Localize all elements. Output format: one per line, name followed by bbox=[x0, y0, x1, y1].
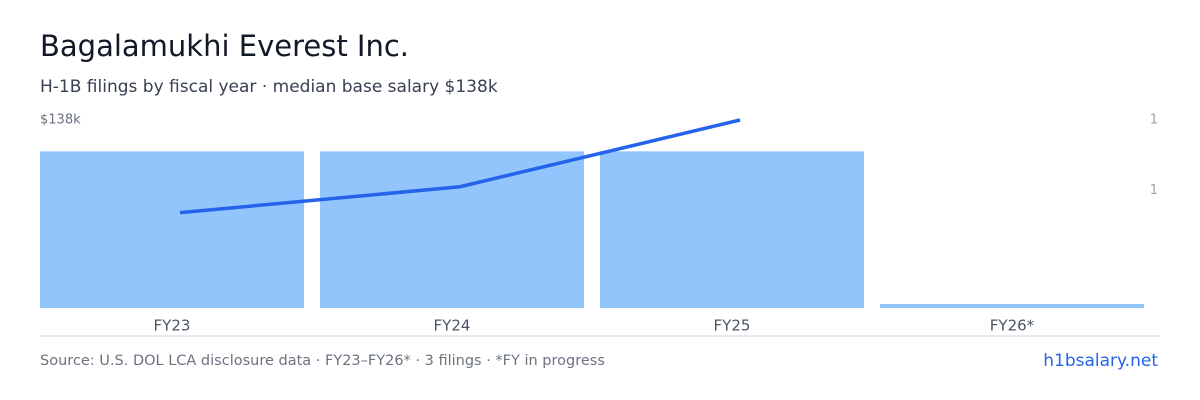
bar bbox=[320, 151, 584, 308]
footer-source: Source: U.S. DOL LCA disclosure data · F… bbox=[40, 353, 605, 369]
y2-tick-label: 1 bbox=[1150, 183, 1158, 198]
bar bbox=[600, 151, 864, 308]
chart-subtitle: H-1B filings by fiscal year · median bas… bbox=[40, 77, 498, 97]
salary-line bbox=[179, 118, 741, 215]
brand-link[interactable]: h1bsalary.net bbox=[1043, 351, 1158, 371]
x-tick-label: FY24 bbox=[434, 317, 471, 335]
x-tick-label: FY23 bbox=[154, 317, 191, 335]
x-tick-label: FY26* bbox=[990, 317, 1035, 335]
bar bbox=[880, 304, 1144, 308]
bar bbox=[40, 151, 304, 308]
chart-title: Bagalamukhi Everest Inc. bbox=[40, 29, 409, 63]
y2-tick-label: 1 bbox=[1150, 113, 1158, 128]
y-tick-label: $138k bbox=[40, 113, 81, 128]
x-tick-label: FY25 bbox=[714, 317, 751, 335]
